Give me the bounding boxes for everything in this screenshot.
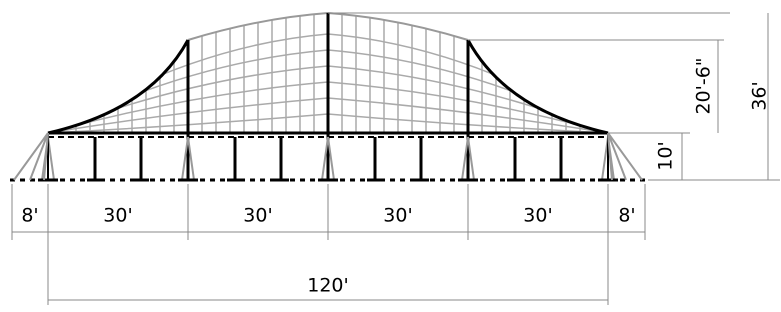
- span-label: 8': [21, 205, 38, 227]
- span-label: 30': [523, 205, 552, 227]
- span-label: 30': [243, 205, 272, 227]
- poles: [38, 13, 618, 180]
- height-label: 10': [655, 141, 677, 170]
- span-label: 30': [103, 205, 132, 227]
- tent-elevation: 10' 20'-6" 36' 8' 30' 30' 30' 30' 8' 120…: [0, 0, 781, 312]
- span-label: 30': [383, 205, 412, 227]
- height-label: 20'-6": [693, 57, 715, 114]
- span-label: 8': [618, 205, 635, 227]
- height-label: 36': [749, 81, 771, 110]
- overall-label: 120': [307, 275, 349, 297]
